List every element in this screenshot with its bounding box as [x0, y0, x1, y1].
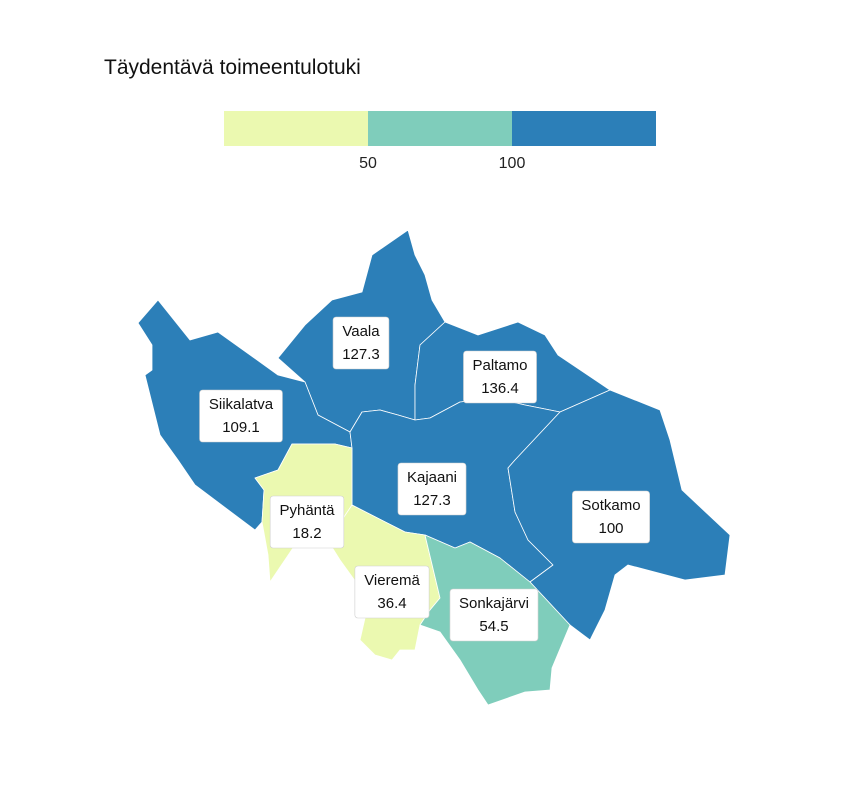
region-name-label: Sonkajärvi [459, 595, 529, 612]
region-value-label: 109.1 [222, 419, 260, 436]
legend-tick-50: 50 [359, 155, 377, 172]
region-name-label: Kajaani [407, 469, 457, 486]
region-label-siikalatva: Siikalatva 109.1 [199, 389, 283, 443]
legend-bin-low [224, 111, 368, 146]
region-name-label: Vaala [342, 323, 380, 340]
legend-tick-100: 100 [498, 155, 526, 172]
label-box [269, 495, 345, 549]
region-label-pyhanta: Pyhäntä 18.2 [269, 495, 345, 549]
region-name-label: Paltamo [472, 357, 527, 374]
region-label-vaala: Vaala 127.3 [332, 316, 390, 370]
region-name-label: Sotkamo [581, 497, 640, 514]
legend-bin-mid [368, 111, 512, 146]
region-name-label: Pyhäntä [279, 502, 335, 519]
label-box [463, 350, 537, 404]
region-value-label: 18.2 [292, 525, 321, 542]
region-name-label: Siikalatva [209, 396, 274, 413]
region-label-paltamo: Paltamo 136.4 [463, 350, 537, 404]
label-box [449, 588, 539, 642]
legend-bin-high [512, 111, 656, 146]
region-value-label: 136.4 [481, 380, 519, 397]
label-box [199, 389, 283, 443]
region-value-label: 36.4 [377, 595, 406, 612]
region-label-vierema: Vieremä 36.4 [354, 565, 430, 619]
region-label-sotkamo: Sotkamo 100 [572, 490, 650, 544]
region-value-label: 54.5 [479, 618, 508, 635]
label-box [572, 490, 650, 544]
color-legend [224, 111, 656, 146]
region-label-kajaani: Kajaani 127.3 [397, 462, 467, 516]
label-box [397, 462, 467, 516]
region-value-label: 100 [598, 520, 623, 537]
region-value-label: 127.3 [342, 346, 380, 363]
region-label-sonkajarvi: Sonkajärvi 54.5 [449, 588, 539, 642]
label-box [354, 565, 430, 619]
region-value-label: 127.3 [413, 492, 451, 509]
label-box [332, 316, 390, 370]
region-name-label: Vieremä [364, 572, 420, 589]
map-title: Täydentävä toimeentulotuki [104, 56, 361, 79]
